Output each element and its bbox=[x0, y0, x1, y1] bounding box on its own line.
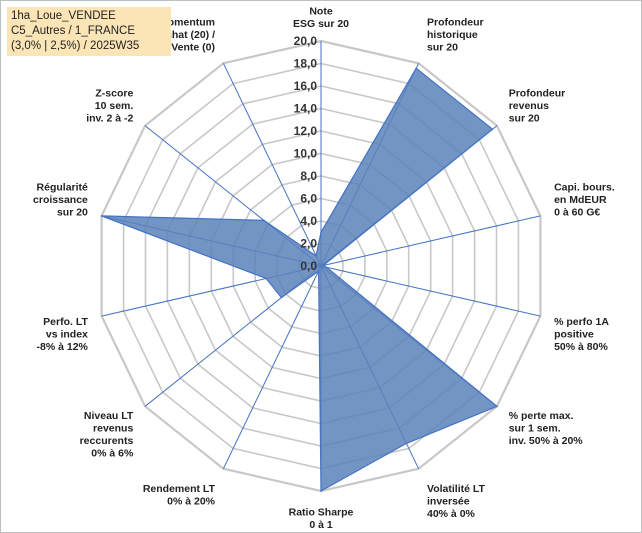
axis-label-line: Ratio Sharpe bbox=[289, 507, 354, 519]
axis-label-line: sur 20 bbox=[57, 207, 88, 219]
axis-label-line: 0% à 20% bbox=[167, 496, 216, 508]
axis-label-line: Momentum bbox=[159, 16, 215, 28]
axis-label-line: Achat (20) / bbox=[158, 29, 215, 41]
data-point bbox=[263, 219, 265, 222]
data-point bbox=[405, 442, 408, 445]
axis-label-line: Note bbox=[309, 6, 332, 18]
axis-label-line: Vente (0) bbox=[171, 41, 215, 53]
axis-label-line: 10 sem. bbox=[95, 100, 134, 112]
axis-label-line: croissance bbox=[33, 194, 88, 206]
axis-label-line: ESG sur 20 bbox=[293, 18, 349, 30]
axis-label: Ratio Sharpe 0 à 1 bbox=[289, 507, 354, 532]
data-point bbox=[100, 215, 103, 217]
tick-label: 16,0 bbox=[294, 79, 318, 93]
axis-label-line: Volatilité LT bbox=[427, 483, 486, 495]
axis-label-line: revenus bbox=[509, 100, 549, 112]
data-point bbox=[322, 264, 325, 267]
tick-label: 4,0 bbox=[300, 214, 317, 228]
axis-label: % perfo 1A positive 50% à 80% bbox=[554, 316, 609, 353]
axis-label: Perfo. LT vs index -8% à 12% bbox=[37, 316, 89, 353]
axis-label-line: inv. 50% à 20% bbox=[509, 435, 584, 447]
axis-label: Niveau LT revenus reccurents 0% à 6% bbox=[80, 410, 134, 460]
tick-label: 2,0 bbox=[300, 237, 317, 251]
axis-label-line: 0 à 1 bbox=[309, 519, 333, 531]
data-point bbox=[320, 490, 322, 492]
axis-label-line: en MdEUR bbox=[554, 194, 607, 206]
axis-label-line: Régularité bbox=[37, 182, 89, 194]
data-point bbox=[317, 270, 320, 272]
axis-label: Rendement LT 0% à 20% bbox=[143, 483, 216, 508]
tick-label: 0,0 bbox=[300, 259, 317, 273]
data-point bbox=[325, 266, 328, 269]
axis-label-line: Perfo. LT bbox=[43, 316, 88, 328]
axis-label-line: inversée bbox=[427, 496, 470, 508]
axis-label: Profondeur historique sur 20 bbox=[427, 16, 484, 53]
tick-label: 8,0 bbox=[300, 169, 317, 183]
info-line-2: C5_Autres / 1_FRANCE bbox=[11, 25, 135, 37]
data-point bbox=[491, 128, 494, 130]
data-point bbox=[496, 405, 498, 408]
axis-label-line: Z-score bbox=[95, 88, 133, 100]
axis-label: Profondeur revenus sur 20 bbox=[509, 88, 566, 125]
axis-label-line: reccurents bbox=[80, 435, 134, 447]
tick-label: 6,0 bbox=[300, 192, 317, 206]
axis-label-line: positive bbox=[554, 328, 594, 340]
axis-spoke bbox=[320, 265, 541, 317]
axis-label-line: inv. 2 à -2 bbox=[86, 113, 133, 125]
axis-label-line: Profondeur bbox=[509, 88, 566, 100]
axis-label-line: Rendement LT bbox=[143, 483, 216, 495]
axis-spoke bbox=[222, 265, 322, 469]
axis-label: Régularité croissance sur 20 bbox=[33, 182, 88, 219]
axis-label-line: historique bbox=[427, 29, 478, 41]
data-point bbox=[265, 277, 268, 280]
data-point bbox=[315, 255, 317, 257]
data-point bbox=[280, 296, 283, 299]
axis-label-line: revenus bbox=[93, 423, 133, 435]
axis-label-line: 50% à 80% bbox=[554, 341, 608, 353]
axis-label-line: % perte max. bbox=[509, 410, 574, 422]
axis-label-line: 40% à 0% bbox=[427, 508, 476, 520]
axis-label-line: sur 20 bbox=[427, 41, 458, 53]
axis-spoke bbox=[222, 63, 322, 267]
axis-spoke bbox=[320, 215, 541, 267]
tick-label: 18,0 bbox=[294, 57, 318, 71]
axis-label: Momentum Achat (20) / Vente (0) bbox=[158, 16, 215, 53]
axis-label-line: sur 1 sem. bbox=[509, 423, 561, 435]
axis-label: Volatilité LT inversée 40% à 0% bbox=[427, 483, 486, 520]
axis-label-line: Niveau LT bbox=[84, 410, 134, 422]
tick-label: 12,0 bbox=[294, 124, 318, 138]
axis-label-line: % perfo 1A bbox=[554, 316, 609, 328]
tick-label: 14,0 bbox=[294, 102, 318, 116]
info-box: 1ha_Loue_VENDEE C5_Autres / 1_FRANCE (3,… bbox=[7, 7, 171, 56]
axis-label-line: Profondeur bbox=[427, 16, 484, 28]
axis-label: % perte max. sur 1 sem. inv. 50% à 20% bbox=[509, 410, 584, 447]
axis-label-line: 0% à 6% bbox=[91, 448, 134, 460]
axis-label-line: vs index bbox=[46, 328, 88, 340]
axis-label: Capi. bours. en MdEUR 0 à 60 G€ bbox=[554, 182, 615, 219]
axis-label-line: Capi. bours. bbox=[554, 182, 615, 194]
axis-label: Z-score 10 sem. inv. 2 à -2 bbox=[86, 88, 133, 125]
axis-label-line: -8% à 12% bbox=[37, 341, 89, 353]
tick-label: 20,0 bbox=[294, 34, 318, 48]
axis-label-line: sur 20 bbox=[509, 113, 540, 125]
info-line-3: (3,0% | 2,5%) / 2025W35 bbox=[11, 40, 140, 52]
info-line-1: 1ha_Loue_VENDEE bbox=[11, 10, 116, 22]
axis-label: Note ESG sur 20 bbox=[293, 6, 349, 31]
axis-label-line: 0 à 60 G€ bbox=[554, 207, 600, 219]
tick-label: 10,0 bbox=[294, 147, 318, 161]
data-point bbox=[415, 67, 418, 70]
data-point bbox=[320, 231, 322, 234]
